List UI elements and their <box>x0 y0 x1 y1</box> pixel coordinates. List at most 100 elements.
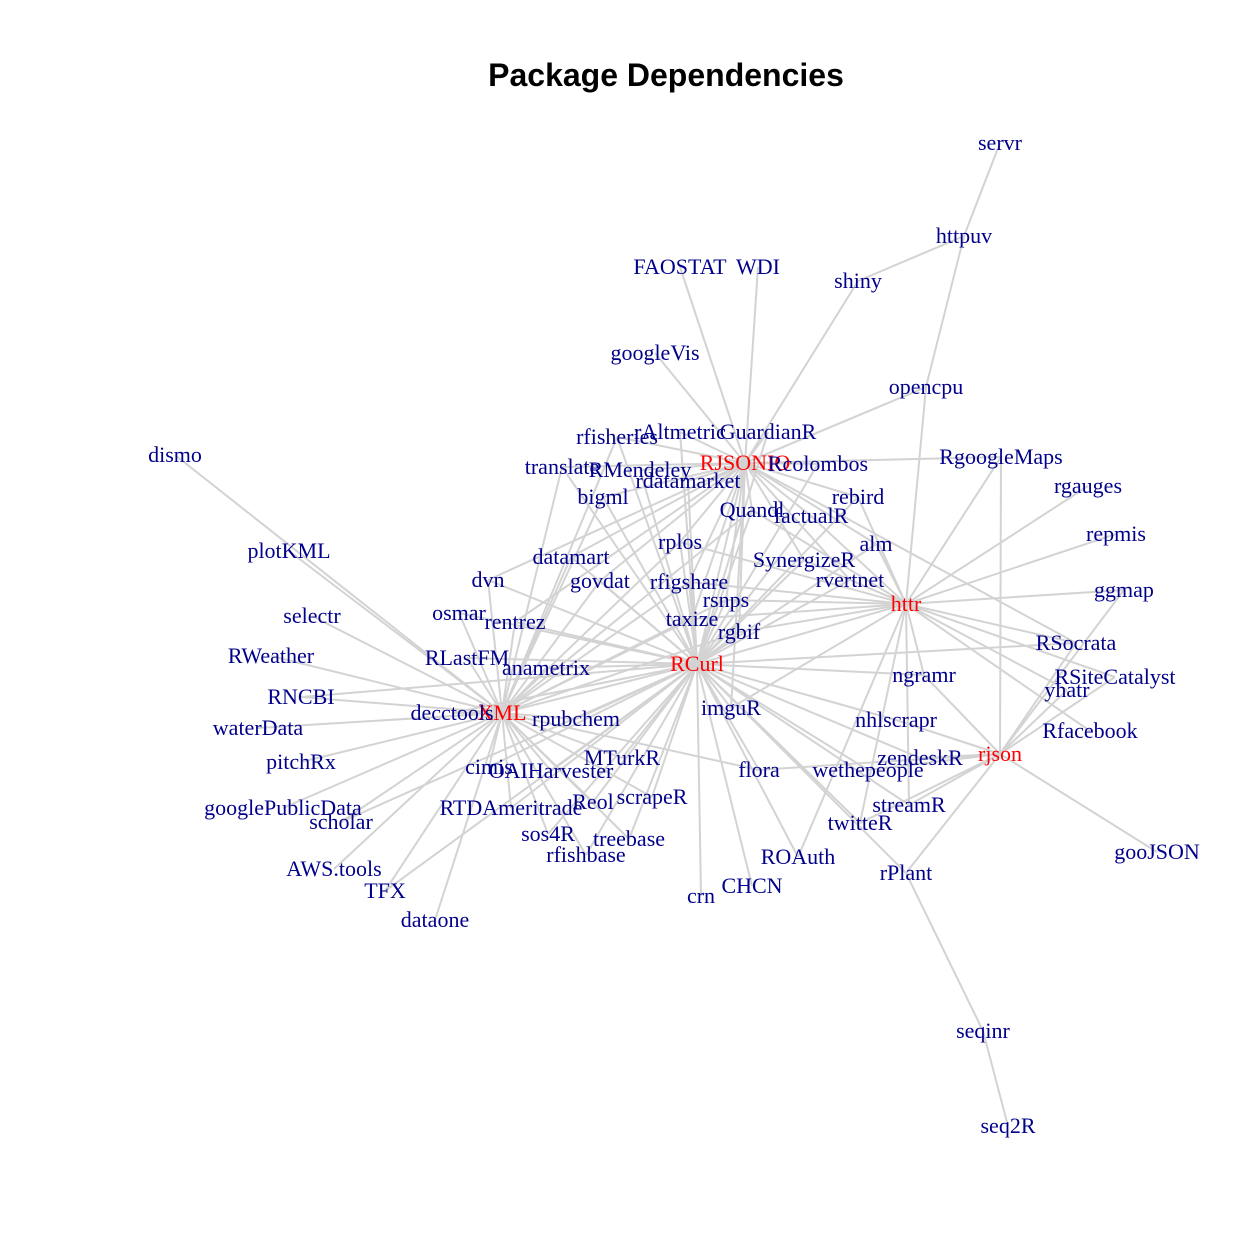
node-wdi: WDI <box>736 254 780 279</box>
node-nhlscrapr: nhlscrapr <box>855 707 938 732</box>
edge-xml-rfigshare <box>501 581 690 714</box>
edge-rjson-ggmap <box>999 589 1125 755</box>
edge-httr-rgauges <box>905 485 1089 605</box>
node-googlepublicdata: googlePublicData <box>204 795 362 820</box>
node-anametrix: anametrix <box>502 655 590 680</box>
node-rvertnet: rvertnet <box>816 567 884 592</box>
node-rcurl: RCurl <box>670 651 724 676</box>
edge-rjsonio-quandl <box>744 462 753 511</box>
node-rtdameritrade: RTDAmeritrade <box>440 795 583 820</box>
edge-rjsonio-googlevis <box>654 352 746 464</box>
edge-rcurl-rsocrata <box>696 642 1077 665</box>
node-treebase: treebase <box>593 826 665 851</box>
edge-rcurl-rfishbase <box>585 663 698 856</box>
node-faostat: FAOSTAT <box>633 254 727 279</box>
node-sos4r: sos4R <box>521 821 575 846</box>
node-rlastfm: RLastFM <box>425 645 509 670</box>
node-rfisheries: rfisheries <box>576 424 658 449</box>
node-chcn: CHCN <box>721 873 782 898</box>
edge-rjsonio-rvertnet <box>744 462 851 581</box>
node-httpuv: httpuv <box>936 223 992 248</box>
edge-rjson-flora <box>758 753 1001 771</box>
node-rsnps: rsnps <box>703 587 749 612</box>
node-servr: servr <box>978 130 1023 155</box>
node-rweather: RWeather <box>228 643 315 668</box>
edge-xml-sos4r <box>501 712 549 835</box>
node-rgbif: rgbif <box>718 619 761 644</box>
node-goojson: gooJSON <box>1114 839 1200 864</box>
node-rgooglemaps: RgoogleMaps <box>939 444 1062 469</box>
node-rdatamarket: rdatamarket <box>635 468 740 493</box>
edge-rcurl-anametrix <box>545 663 698 669</box>
edge-rcurl-streamr <box>696 663 910 806</box>
edge-xml-rncbi <box>300 696 503 714</box>
edge-rcurl-zendeskr <box>696 663 921 759</box>
edge-rcurl-wethepeople <box>696 663 869 771</box>
edge-xml-waterdata <box>257 712 503 729</box>
node-crn: crn <box>687 883 715 908</box>
edge-xml-tfx <box>384 712 503 892</box>
edge-xml-rlastfm <box>466 657 503 714</box>
edge-httr-quandl <box>751 509 907 605</box>
edge-rjsonio-synergizer <box>744 462 805 561</box>
node-rpubchem: rpubchem <box>532 706 620 731</box>
node-ngramr: ngramr <box>892 662 956 687</box>
edge-rcurl-rdatamarket <box>687 480 698 665</box>
edge-rcurl-rfisheries <box>616 436 698 665</box>
node-rplos: rplos <box>658 529 702 554</box>
edge-xml-rfishbase <box>501 712 587 856</box>
node-synergizer: SynergizeR <box>753 547 856 572</box>
node-factualr: factualR <box>774 503 849 528</box>
edge-xml-rentrez <box>501 621 516 714</box>
edge-rjsonio-imgur <box>730 462 746 709</box>
node-tfx: TFX <box>364 878 406 903</box>
node-rsocrata: RSocrata <box>1036 630 1117 655</box>
node-rfishbase: rfishbase <box>546 842 625 867</box>
edge-rcurl-taxize <box>691 618 698 665</box>
node-rplant: rPlant <box>880 860 933 885</box>
node-govdat: govdat <box>570 568 630 593</box>
edge-httr-rfigshare <box>688 581 907 605</box>
edge-httr-repmis <box>905 533 1117 605</box>
edge-shiny-httpuv <box>857 235 965 282</box>
edge-httr-twitter <box>859 603 907 824</box>
graph-edges <box>174 142 1158 1127</box>
node-googlevis: googleVis <box>610 340 699 365</box>
edge-seqinr-seq2r <box>982 1030 1009 1127</box>
node-dataone: dataone <box>401 907 469 932</box>
edge-rcurl-rsnps <box>696 599 727 665</box>
node-cimis: cimis <box>465 754 513 779</box>
edge-rjsonio-rsnps <box>725 462 746 601</box>
node-streamr: streamR <box>872 792 946 817</box>
edge-xml-translate <box>501 466 563 714</box>
edge-rcurl-sos4r <box>547 663 698 835</box>
edge-rjsonio-raltmetric <box>679 431 746 464</box>
edge-httr-rvertnet <box>849 579 907 605</box>
node-imgur: imguR <box>701 695 761 720</box>
edge-rcurl-chcn <box>696 663 753 887</box>
edge-httr-rsnps <box>725 599 907 605</box>
node-flora: flora <box>738 757 780 782</box>
node-reol: Reol <box>572 789 614 814</box>
edge-httr-imgur <box>730 603 907 709</box>
edge-rjsonio-govdat <box>599 462 746 582</box>
edge-rjsonio-rmendeley <box>639 462 746 471</box>
node-rentrez: rentrez <box>484 609 545 634</box>
edge-rcurl-rvertnet <box>696 579 851 665</box>
node-repmis: repmis <box>1086 521 1146 546</box>
edge-rcurl-xml <box>501 663 698 714</box>
edge-rcurl-bigml <box>602 496 698 665</box>
edge-rcurl-rmendeley <box>639 469 698 665</box>
edge-rjson-nhlscrapr <box>895 719 1001 755</box>
edge-rjsonio-rfigshare <box>688 462 746 583</box>
edge-rjsonio-datamart <box>570 462 746 558</box>
edge-rjson-yhatr <box>999 689 1068 755</box>
edge-rjsonio-opencpu <box>744 386 927 464</box>
edge-xml-mturkr <box>501 712 623 759</box>
edge-httr-rsitecatalyst <box>905 603 1116 678</box>
edge-rcurl-crn <box>696 663 702 897</box>
node-ggmap: ggmap <box>1094 577 1154 602</box>
edge-rcurl-scraper <box>651 663 698 798</box>
edge-rcurl-ngramr <box>696 663 925 676</box>
node-rjson: rjson <box>978 741 1022 766</box>
